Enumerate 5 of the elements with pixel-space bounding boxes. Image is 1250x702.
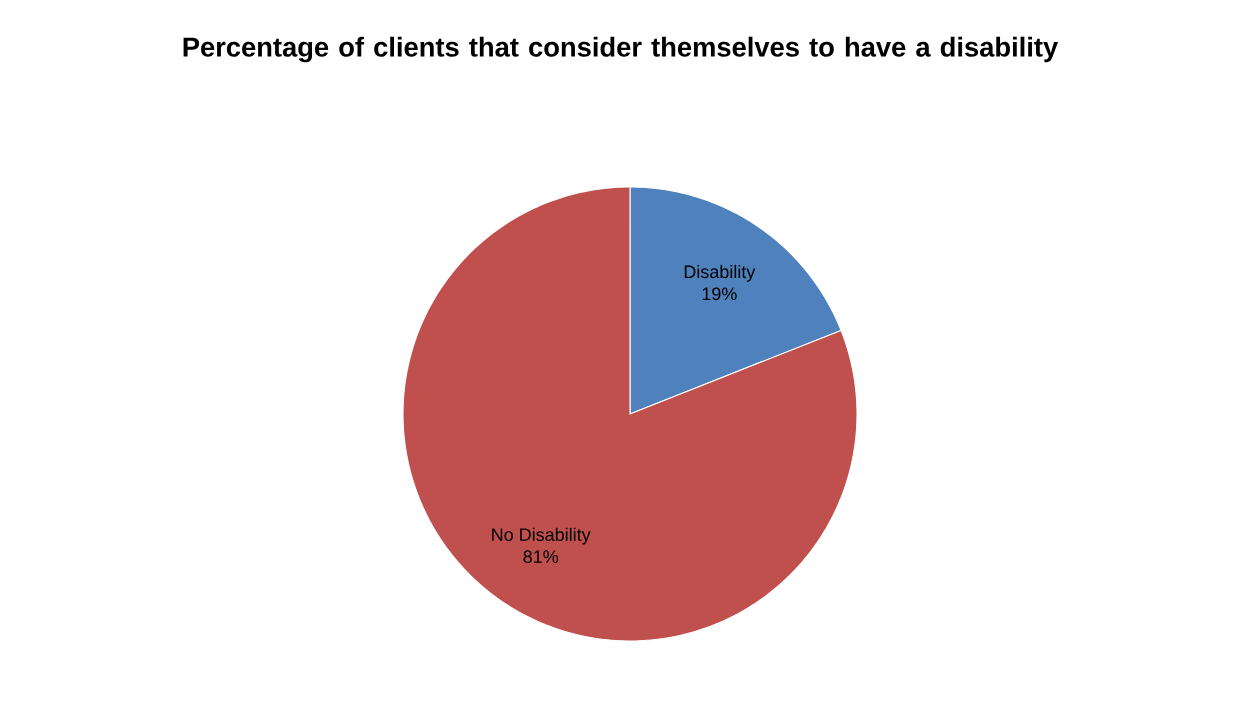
data-label: 81% [523, 550, 559, 564]
data-label: 19% [702, 287, 737, 301]
slice-label: Disability [684, 264, 756, 282]
slice-label: No Disability [492, 527, 591, 545]
chart-title: Percentage of clients that consider themselves to have a disability [183, 36, 1059, 63]
